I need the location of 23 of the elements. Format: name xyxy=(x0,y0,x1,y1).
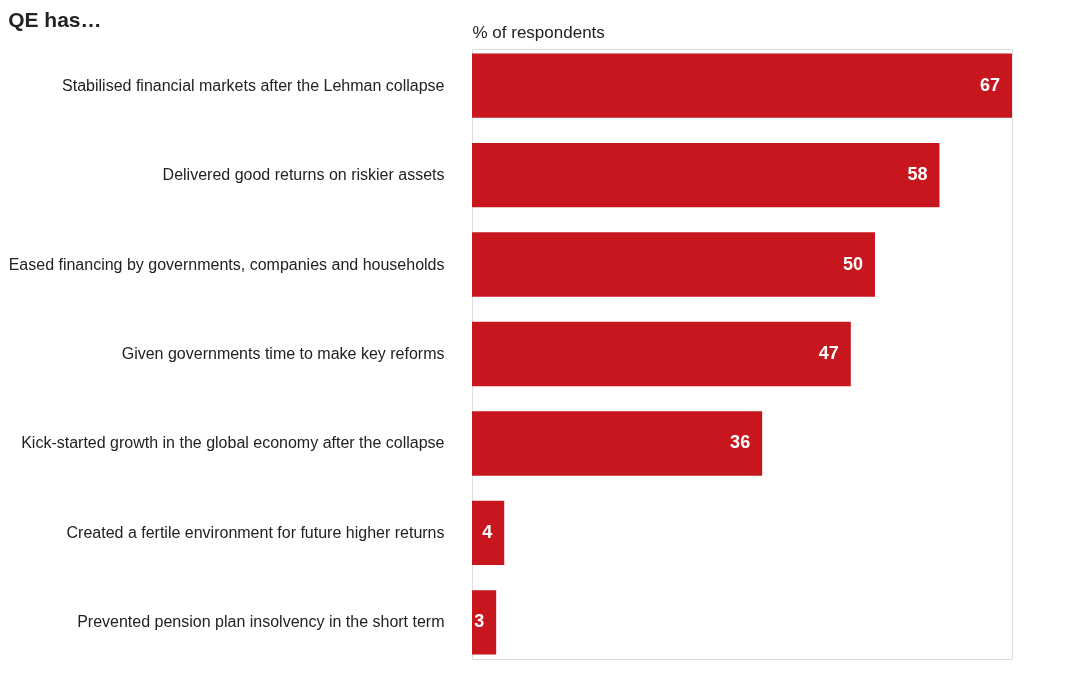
bar xyxy=(472,142,940,208)
y-tick-label: Prevented pension plan insolvency in the short term xyxy=(77,613,445,631)
text: QE has… xyxy=(8,8,102,31)
data-label: 4 xyxy=(482,521,493,542)
data-label: 36 xyxy=(730,432,751,453)
bar xyxy=(472,53,1012,118)
data-label: 67 xyxy=(979,74,1000,95)
bar xyxy=(472,321,851,387)
y-tick-label: Given governments time to make key reforms xyxy=(121,345,445,362)
data-label: 58 xyxy=(907,164,928,185)
y-tick-label: Eased financing by governments, companies and households xyxy=(8,255,445,273)
y-tick-label: Stabilised financial markets after the Lehman collapse xyxy=(62,76,445,94)
data-label: 47 xyxy=(818,343,839,363)
bar xyxy=(472,500,505,566)
bar xyxy=(472,590,497,655)
data-label: 3 xyxy=(474,611,485,632)
y-tick-label: Kick-started growth in the global economy after the collapse xyxy=(21,434,445,452)
y-tick-label: Delivered good returns on riskier assets xyxy=(162,166,445,184)
data-label: 50 xyxy=(842,253,863,274)
x-axis-title: % of respondents xyxy=(472,22,605,42)
bar xyxy=(472,411,763,476)
y-tick-label: Created a fertile environment for future higher returns xyxy=(66,523,445,541)
bar xyxy=(472,232,875,297)
